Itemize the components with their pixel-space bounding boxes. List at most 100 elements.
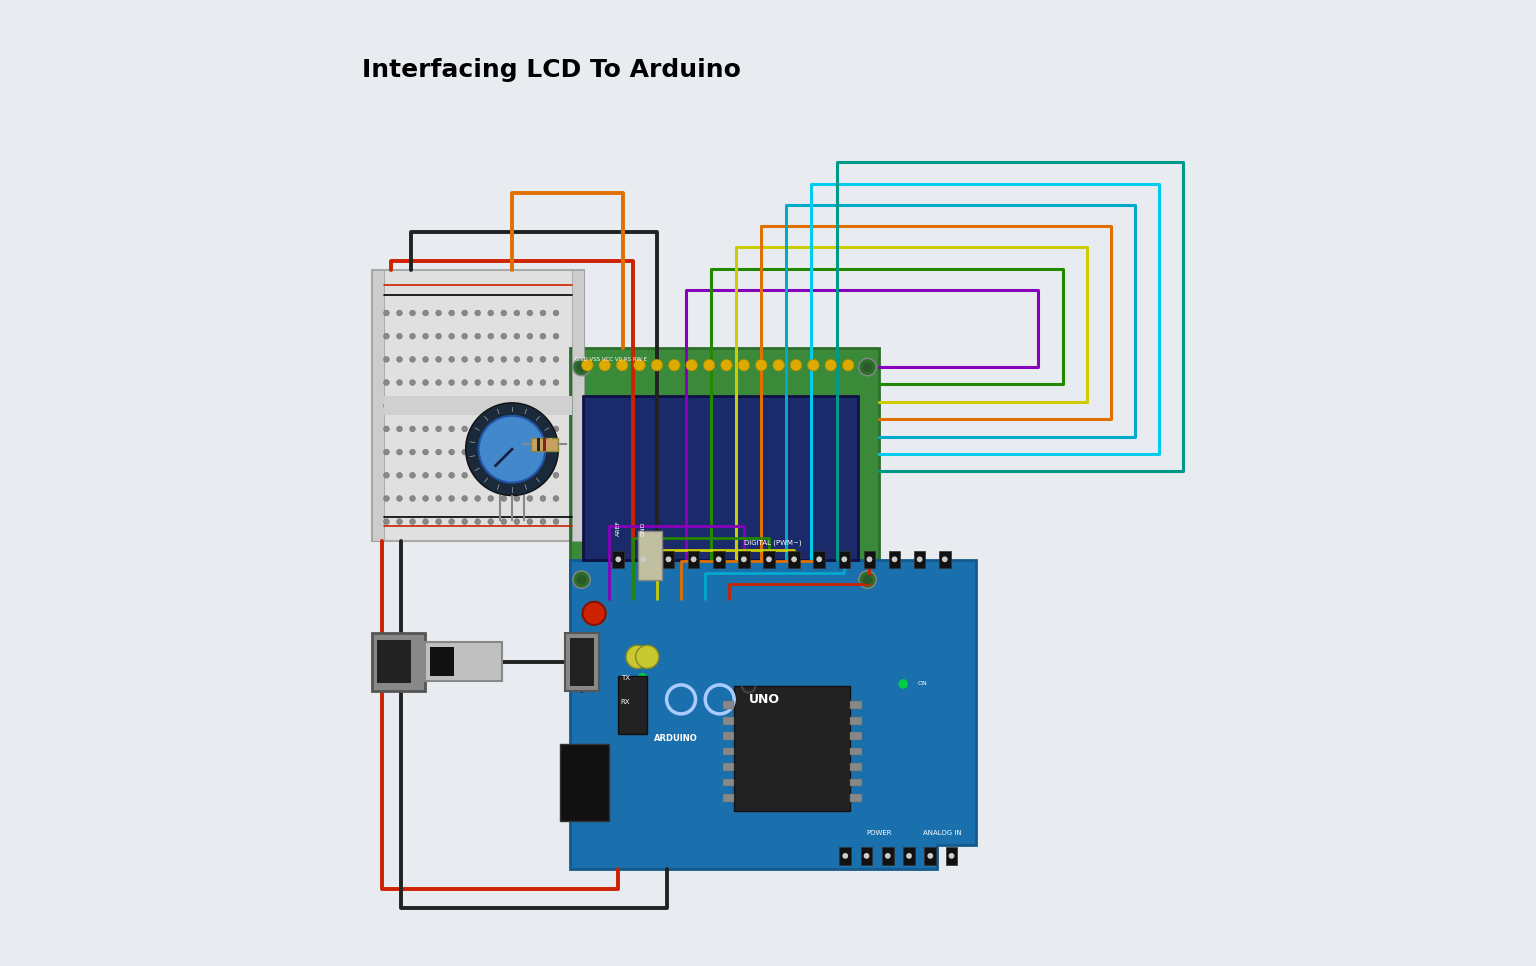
Bar xyxy=(425,642,502,681)
Bar xyxy=(914,551,926,568)
Circle shape xyxy=(436,310,441,316)
Circle shape xyxy=(396,496,402,501)
Circle shape xyxy=(541,380,545,385)
Circle shape xyxy=(488,380,493,385)
Circle shape xyxy=(515,356,519,362)
Circle shape xyxy=(515,519,519,525)
Circle shape xyxy=(527,356,533,362)
Circle shape xyxy=(396,519,402,525)
Bar xyxy=(925,847,935,865)
Circle shape xyxy=(396,426,402,432)
Bar xyxy=(722,732,734,740)
Circle shape xyxy=(740,556,746,562)
Text: GND: GND xyxy=(641,522,645,536)
Bar xyxy=(849,732,862,740)
Circle shape xyxy=(515,426,519,432)
Circle shape xyxy=(384,496,389,501)
Circle shape xyxy=(396,356,402,362)
Circle shape xyxy=(691,556,696,562)
Bar xyxy=(637,551,650,568)
Bar xyxy=(384,396,571,415)
Circle shape xyxy=(541,449,545,455)
Circle shape xyxy=(863,362,872,372)
Bar xyxy=(722,717,734,724)
Circle shape xyxy=(422,496,429,501)
Circle shape xyxy=(449,403,455,409)
Circle shape xyxy=(906,853,912,859)
Circle shape xyxy=(501,496,507,501)
Circle shape xyxy=(449,519,455,525)
Circle shape xyxy=(449,472,455,478)
Circle shape xyxy=(553,426,559,432)
Circle shape xyxy=(501,426,507,432)
Bar xyxy=(372,270,585,541)
Circle shape xyxy=(501,380,507,385)
Circle shape xyxy=(501,403,507,409)
Circle shape xyxy=(396,449,402,455)
Circle shape xyxy=(808,359,819,371)
Circle shape xyxy=(501,472,507,478)
Circle shape xyxy=(475,496,481,501)
Circle shape xyxy=(942,556,948,562)
Circle shape xyxy=(553,356,559,362)
Circle shape xyxy=(449,380,455,385)
Circle shape xyxy=(384,333,389,339)
Circle shape xyxy=(553,496,559,501)
Circle shape xyxy=(462,333,467,339)
Circle shape xyxy=(885,853,891,859)
Circle shape xyxy=(637,673,647,683)
Circle shape xyxy=(462,403,467,409)
Circle shape xyxy=(720,359,733,371)
Circle shape xyxy=(436,333,441,339)
Circle shape xyxy=(396,472,402,478)
Circle shape xyxy=(553,333,559,339)
Circle shape xyxy=(866,556,872,562)
Bar xyxy=(734,686,849,811)
Circle shape xyxy=(627,645,650,668)
Circle shape xyxy=(634,359,645,371)
Bar xyxy=(561,744,608,821)
Circle shape xyxy=(436,426,441,432)
Circle shape xyxy=(475,333,481,339)
Bar xyxy=(946,847,957,865)
Circle shape xyxy=(859,571,876,588)
Bar xyxy=(538,438,541,451)
Bar xyxy=(763,551,774,568)
Circle shape xyxy=(501,356,507,362)
Circle shape xyxy=(488,519,493,525)
Circle shape xyxy=(422,449,429,455)
Circle shape xyxy=(475,449,481,455)
Circle shape xyxy=(515,333,519,339)
Circle shape xyxy=(488,426,493,432)
Circle shape xyxy=(462,356,467,362)
Circle shape xyxy=(825,359,837,371)
Text: RX: RX xyxy=(621,698,630,705)
Circle shape xyxy=(541,403,545,409)
Circle shape xyxy=(541,496,545,501)
Bar xyxy=(637,531,662,580)
Circle shape xyxy=(541,519,545,525)
Circle shape xyxy=(515,380,519,385)
Circle shape xyxy=(475,426,481,432)
Circle shape xyxy=(396,403,402,409)
Circle shape xyxy=(791,556,797,562)
Circle shape xyxy=(703,359,714,371)
Circle shape xyxy=(553,310,559,316)
Bar xyxy=(662,551,674,568)
Circle shape xyxy=(616,359,628,371)
Circle shape xyxy=(553,380,559,385)
Bar xyxy=(882,847,894,865)
Circle shape xyxy=(501,449,507,455)
Bar xyxy=(860,847,872,865)
Circle shape xyxy=(863,575,872,584)
Circle shape xyxy=(465,403,559,496)
Circle shape xyxy=(488,356,493,362)
Circle shape xyxy=(553,449,559,455)
Circle shape xyxy=(582,359,593,371)
Circle shape xyxy=(501,519,507,525)
Circle shape xyxy=(396,380,402,385)
Bar xyxy=(570,638,594,686)
Circle shape xyxy=(462,310,467,316)
Circle shape xyxy=(410,403,415,409)
Circle shape xyxy=(573,358,590,376)
